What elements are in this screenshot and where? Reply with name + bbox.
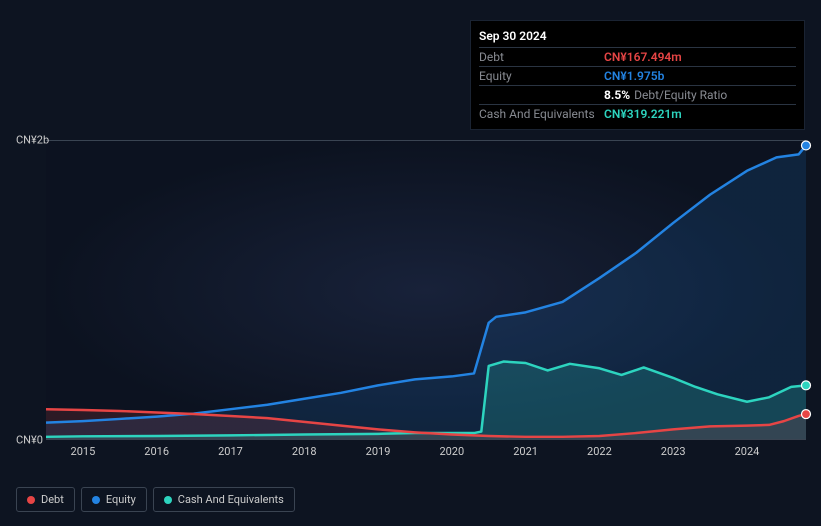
x-tick-label: 2016 (144, 445, 169, 458)
legend-item-equity[interactable]: Equity (81, 487, 147, 512)
legend-dot-debt (27, 496, 35, 504)
tooltip-row-ratio: 8.5% Debt/Equity Ratio (479, 85, 796, 104)
legend-item-cash[interactable]: Cash And Equivalents (153, 487, 295, 512)
x-tick-label: 2022 (587, 445, 612, 458)
tooltip-row-equity: Equity CN¥1.975b (479, 66, 796, 85)
legend-dot-cash (164, 496, 172, 504)
chart-svg (46, 141, 806, 439)
x-tick-label: 2021 (513, 445, 538, 458)
tooltip-cash-label: Cash And Equivalents (479, 107, 604, 121)
plot-region[interactable] (46, 140, 806, 440)
tooltip-ratio-spacer (479, 88, 604, 102)
legend-label-equity: Equity (106, 493, 136, 506)
legend-dot-equity (92, 496, 100, 504)
x-axis-ticks: 2015 2016 2017 2018 2019 2020 2021 2022 2023 2024 (46, 445, 806, 465)
tooltip-cash-value: CN¥319.221m (604, 107, 682, 121)
legend: Debt Equity Cash And Equivalents (16, 487, 295, 512)
tooltip-equity-value: CN¥1.975b (604, 69, 664, 83)
tooltip-ratio-value: 8.5% (604, 88, 630, 102)
x-tick-label: 2018 (292, 445, 317, 458)
legend-label-cash: Cash And Equivalents (178, 493, 284, 506)
x-tick-label: 2020 (439, 445, 464, 458)
legend-label-debt: Debt (41, 493, 64, 506)
legend-item-debt[interactable]: Debt (16, 487, 75, 512)
tooltip-debt-value: CN¥167.494m (604, 50, 682, 64)
y-axis-label-max: CN¥2b (16, 134, 46, 147)
x-tick-label: 2019 (366, 445, 391, 458)
tooltip-debt-label: Debt (479, 50, 604, 64)
chart-area[interactable]: CN¥2b CN¥0 20152016201720182019202020212… (16, 120, 806, 470)
tooltip-date: Sep 30 2024 (479, 27, 796, 47)
x-tick-label: 2023 (661, 445, 686, 458)
tooltip-row-cash: Cash And Equivalents CN¥319.221m (479, 104, 796, 123)
x-tick-label: 2015 (71, 445, 96, 458)
y-axis-label-min: CN¥0 (16, 434, 46, 447)
x-tick-label: 2024 (735, 445, 760, 458)
data-tooltip: Sep 30 2024 Debt CN¥167.494m Equity CN¥1… (470, 20, 805, 130)
tooltip-ratio-label: Debt/Equity Ratio (634, 88, 727, 102)
tooltip-equity-label: Equity (479, 69, 604, 83)
tooltip-row-debt: Debt CN¥167.494m (479, 47, 796, 66)
x-tick-label: 2017 (218, 445, 243, 458)
